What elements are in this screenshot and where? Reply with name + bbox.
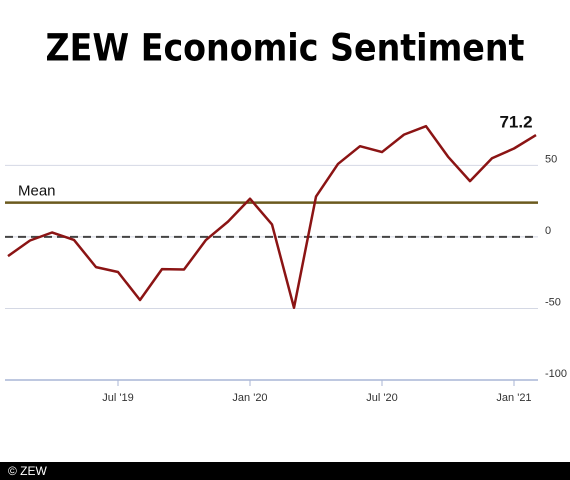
y-tick-label: -100 <box>545 368 567 380</box>
value-label: 71.2 <box>499 113 532 132</box>
y-tick-label: 0 <box>545 225 551 237</box>
x-tick-label: Jan '20 <box>232 392 267 404</box>
mean-label: Mean <box>18 183 56 200</box>
x-tick-label: Jul '19 <box>102 392 133 404</box>
source: © ZEW <box>8 464 48 478</box>
x-tick-label: Jan '21 <box>496 392 531 404</box>
y-tick-label: 50 <box>545 153 557 165</box>
line <box>7 124 537 309</box>
x-tick-label: Jul '20 <box>366 392 397 404</box>
footer-bar <box>0 462 570 480</box>
chart-title: ZEW Economic Sentiment <box>46 27 525 70</box>
y-tick-label: -50 <box>545 296 561 308</box>
